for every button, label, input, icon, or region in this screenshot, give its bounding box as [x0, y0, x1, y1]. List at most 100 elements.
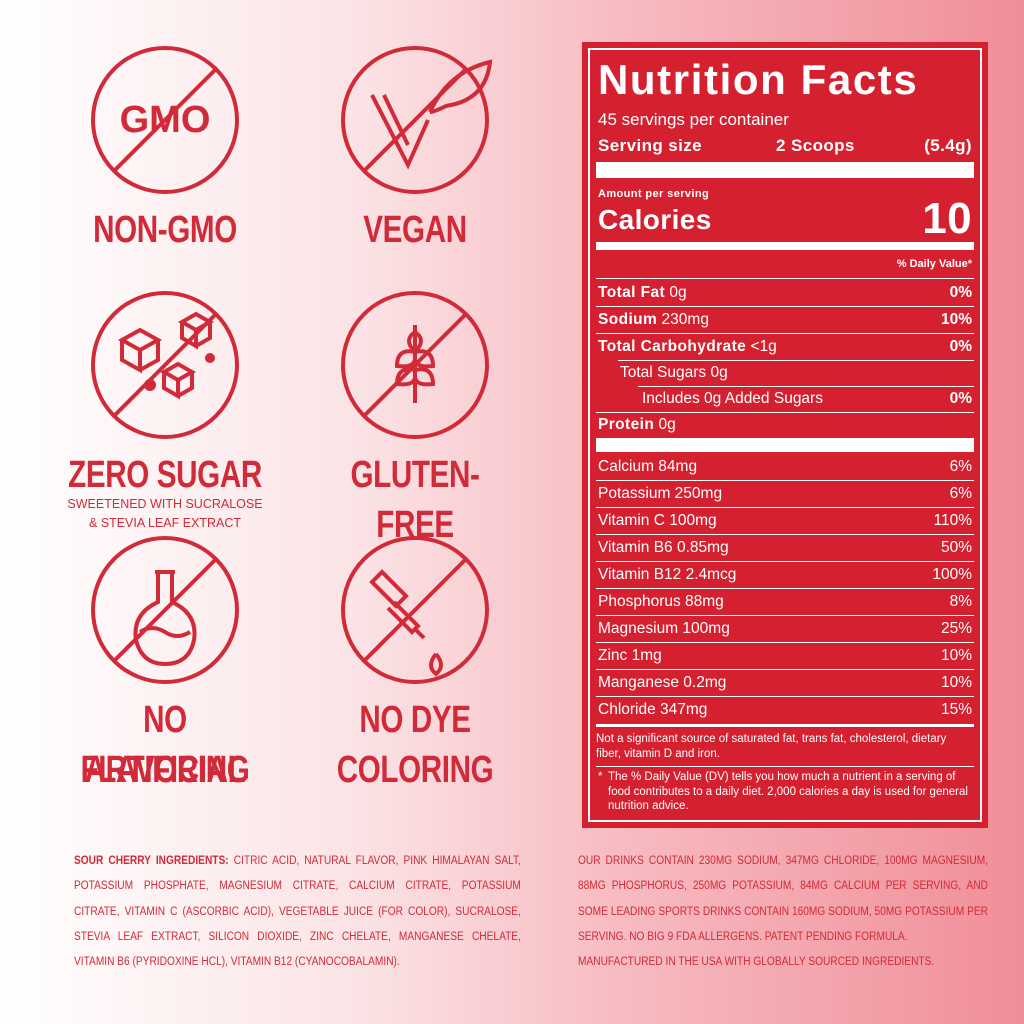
nutrient-amount: 230mg — [661, 311, 709, 328]
rule — [618, 360, 974, 361]
mineral-name: Manganese 0.2mg — [598, 674, 727, 691]
nutrient-dv: 10% — [940, 311, 972, 328]
mineral-name: Chloride 347mg — [598, 701, 708, 718]
mineral-row: Chloride 347mg 15% — [598, 701, 972, 719]
rule — [596, 507, 974, 508]
mineral-dv: 8% — [949, 593, 972, 610]
sodium: Sodium 230mg 10% — [598, 311, 972, 329]
icon-no-artificial-flavoring — [91, 536, 239, 684]
rule — [596, 534, 974, 535]
total-fat: Total Fat 0g 0% — [598, 284, 972, 302]
rule — [596, 242, 974, 250]
mineral-dv: 15% — [940, 701, 972, 718]
nf-title: Nutrition Facts — [598, 56, 919, 103]
footnote-2: * The % Daily Value (DV) tells you how mu… — [598, 770, 974, 814]
nutrient-name: Protein — [598, 416, 655, 433]
badge-label: NO ARTIFICIAL — [84, 699, 246, 791]
nutrient-name: Sodium — [598, 311, 658, 328]
rule — [596, 480, 974, 481]
icon-no-dye-coloring — [341, 536, 489, 684]
mineral-name: Calcium 84mg — [598, 458, 698, 475]
nutrient-name: Total Fat — [598, 284, 666, 301]
badge-label: FLAVORING — [80, 749, 250, 791]
servings: 45 servings per container — [598, 110, 789, 129]
nutrient-dv: 0% — [949, 338, 972, 355]
nutrient-name: Includes 0g Added Sugars — [642, 390, 823, 407]
mineral-dv: 110% — [933, 512, 973, 529]
badge-note: SWEETENED WITH SUCRALOSE — [67, 497, 263, 511]
rule — [596, 561, 974, 562]
rule — [596, 588, 974, 589]
claims: OUR DRINKS CONTAIN 230MG SODIUM, 347MG C… — [578, 848, 988, 974]
mineral-row: Zinc 1mg 10% — [598, 647, 972, 665]
rule — [596, 412, 974, 413]
mineral-row: Vitamin B12 2.4mcg 100% — [598, 566, 972, 584]
mineral-row: Magnesium 100mg 25% — [598, 620, 972, 638]
badge-label: ZERO SUGAR — [68, 454, 262, 496]
serving-size-weight: (5.4g) — [924, 136, 972, 155]
nutrient-amount: 0g — [658, 416, 676, 433]
badge-label: COLORING — [336, 749, 494, 791]
calories-value: 10 — [922, 194, 972, 243]
mineral-dv: 6% — [949, 458, 972, 475]
protein: Protein 0g — [598, 416, 972, 434]
mineral-row: Vitamin C 100mg 110% — [598, 512, 972, 530]
icon-text: GMO — [120, 99, 211, 141]
mineral-row: Calcium 84mg 6% — [598, 458, 972, 476]
mineral-name: Vitamin C 100mg — [598, 512, 717, 529]
mineral-dv: 10% — [940, 674, 972, 691]
panel-border — [588, 48, 982, 822]
mineral-name: Vitamin B12 2.4mcg — [598, 566, 737, 583]
added-sugars: Includes 0g Added Sugars 0% — [642, 390, 972, 408]
footnote-mark: * — [598, 771, 603, 783]
nutrient-dv: 0% — [949, 284, 972, 301]
rule — [596, 669, 974, 670]
mineral-name: Vitamin B6 0.85mg — [598, 539, 729, 556]
calories: Calories 10 — [598, 194, 972, 243]
serving-size-amount: 2 Scoops — [776, 136, 855, 155]
claims-text: OUR DRINKS CONTAIN 230MG SODIUM, 347MG C… — [578, 853, 988, 943]
claims-text: MANUFACTURED IN THE USA WITH GLOBALLY SO… — [578, 954, 935, 969]
badge-label: VEGAN — [363, 209, 467, 251]
rule — [596, 696, 974, 697]
rule — [596, 333, 974, 334]
total-sugars: Total Sugars 0g — [620, 364, 728, 381]
rule — [596, 766, 974, 767]
icon-gluten-free — [341, 291, 489, 439]
mineral-name: Potassium 250mg — [598, 485, 723, 502]
rule — [596, 278, 974, 279]
mineral-dv: 6% — [949, 485, 972, 502]
rule — [638, 386, 974, 387]
mineral-row: Vitamin B6 0.85mg 50% — [598, 539, 972, 557]
rule — [596, 306, 974, 307]
badge-label: GLUTEN-FREE — [350, 454, 480, 546]
mineral-name: Zinc 1mg — [598, 647, 662, 664]
footnote-1: Not a significant source of saturated fa… — [596, 733, 947, 760]
nutrient-name: Total Carbohydrate — [598, 338, 747, 355]
nutrient-amount: 0g — [669, 284, 687, 301]
rule — [596, 438, 974, 452]
total-carbohydrate: Total Carbohydrate <1g 0% — [598, 338, 972, 356]
badge-label: NO DYE — [359, 699, 471, 741]
mineral-row: Potassium 250mg 6% — [598, 485, 972, 503]
mineral-name: Magnesium 100mg — [598, 620, 730, 637]
mineral-dv: 100% — [932, 566, 972, 583]
icon-vegan — [341, 46, 493, 194]
icons: GMO — [91, 46, 493, 684]
nutrient-dv: 0% — [949, 390, 972, 407]
footnote-text: The % Daily Value (DV) tells you how muc… — [608, 771, 968, 812]
serving-size: Serving size 2 Scoops (5.4g) — [598, 136, 972, 156]
badge-note: & STEVIA LEAF EXTRACT — [88, 516, 242, 530]
rule — [596, 642, 974, 643]
dv-header-text: % Daily Value* — [896, 258, 972, 270]
mineral-dv: 10% — [940, 647, 972, 664]
icon-non-gmo: GMO — [91, 46, 239, 194]
rule — [596, 724, 974, 727]
icon-zero-sugar — [91, 291, 239, 439]
mineral-row: Phosphorus 88mg 8% — [598, 593, 972, 611]
nutrient-amount: <1g — [750, 338, 777, 355]
rule — [596, 162, 974, 178]
serving-size-label: Serving size — [598, 136, 703, 155]
mineral-row: Manganese 0.2mg 10% — [598, 674, 972, 692]
